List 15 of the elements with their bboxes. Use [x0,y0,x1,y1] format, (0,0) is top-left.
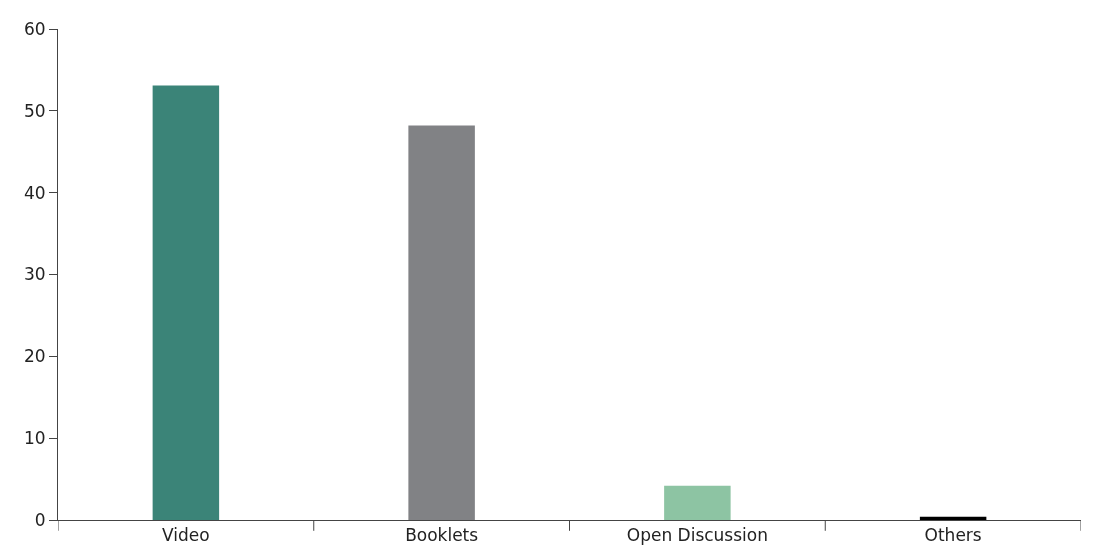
y-tick-label: 30 [23,264,46,285]
y-tick-label: 60 [23,18,46,39]
x-tick-label: Others [924,525,982,546]
y-tick-label: 20 [23,346,46,367]
bar [408,125,475,520]
bar [152,85,220,520]
y-tick-label: 10 [23,428,46,449]
y-tick-label: 0 [34,509,46,530]
x-tick-label: Video [162,525,210,546]
x-tick-label: Booklets [405,525,479,546]
bar [919,516,987,520]
bar [664,485,731,520]
y-tick-label: 50 [23,100,46,121]
y-tick-label: 40 [23,182,46,203]
x-tick-label: Open Discussion [626,525,768,546]
